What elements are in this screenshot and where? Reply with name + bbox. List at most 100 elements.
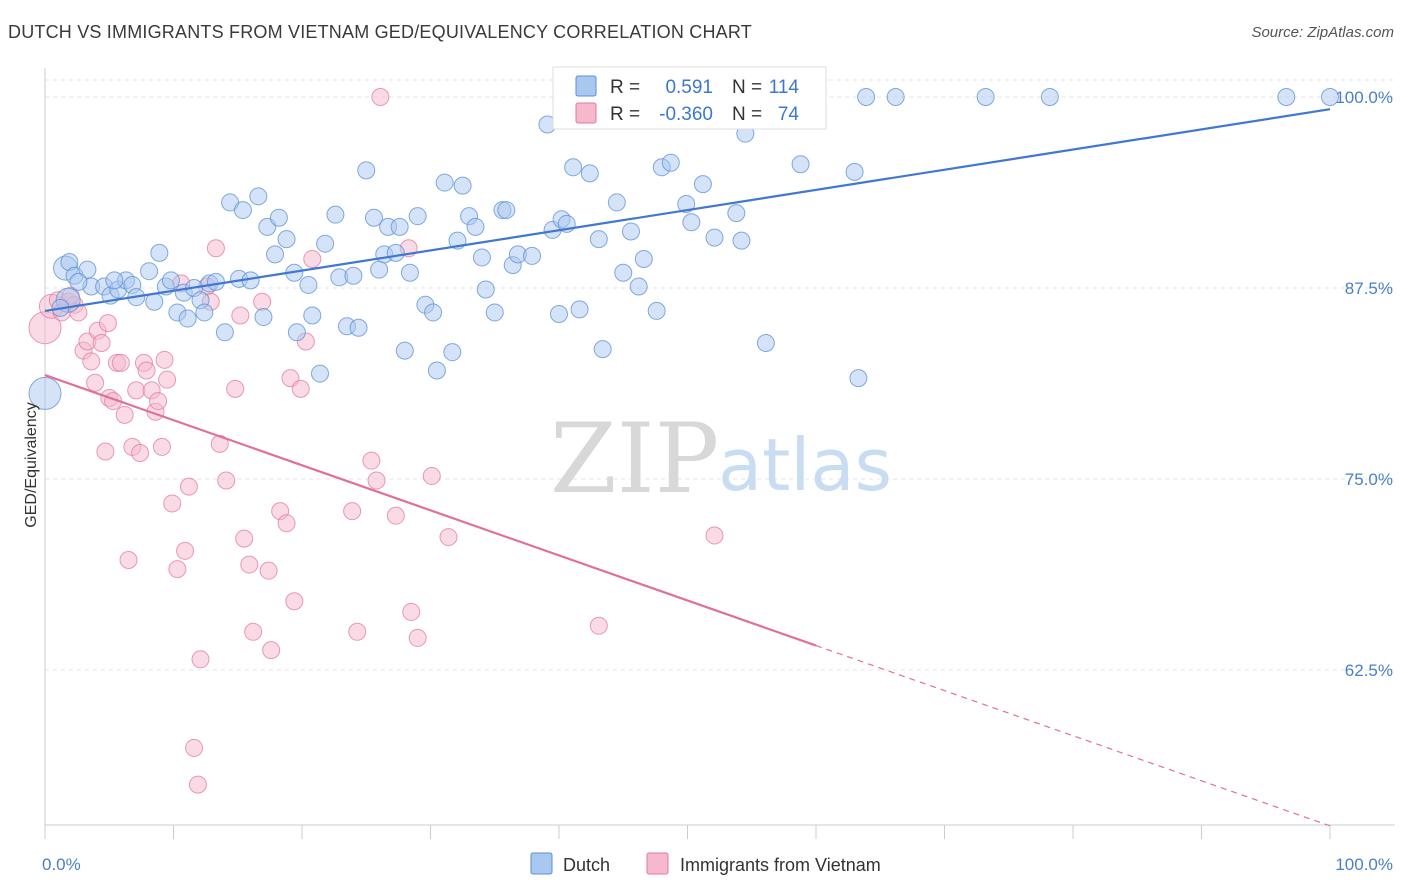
data-point-dutch	[443, 343, 462, 362]
data-point-dutch	[647, 301, 666, 320]
data-point-vietnam	[343, 502, 362, 521]
trend-line-extension-vietnam	[815, 644, 1331, 827]
legend-swatch-vietnam	[575, 102, 597, 124]
data-point-dutch	[78, 260, 97, 279]
grid-lines	[45, 79, 1395, 671]
data-point-dutch	[705, 228, 724, 247]
bottom-legend: Dutch Immigrants from Vietnam	[530, 852, 881, 875]
data-point-vietnam	[408, 628, 427, 647]
data-point-vietnam	[217, 471, 236, 490]
data-point-vietnam	[277, 514, 296, 533]
legend-r-label-vietnam: R =	[610, 104, 640, 125]
data-point-vietnam	[127, 381, 146, 400]
y-tick-label: 75.0%	[1345, 470, 1393, 489]
data-point-vietnam	[152, 437, 171, 456]
trend-line-vietnam	[44, 374, 817, 647]
data-point-vietnam	[98, 314, 117, 333]
data-point-dutch	[976, 88, 995, 106]
watermark-atlas: atlas	[718, 423, 892, 507]
data-point-dutch	[497, 201, 516, 220]
data-point-dutch	[303, 306, 322, 325]
x-tick-labels: 0.0% 100.0%	[42, 855, 1393, 874]
y-axis-title: GED/Equivalency	[23, 402, 40, 527]
data-point-dutch	[857, 88, 876, 106]
data-point-dutch	[326, 205, 345, 224]
data-point-vietnam	[291, 379, 310, 398]
data-point-vietnam	[115, 405, 134, 424]
data-point-dutch	[150, 243, 169, 262]
data-point-dutch	[249, 187, 268, 206]
data-point-vietnam	[226, 379, 245, 398]
data-point-dutch	[523, 246, 542, 265]
data-point-dutch	[254, 308, 273, 327]
data-point-vietnam	[185, 738, 204, 757]
data-point-dutch	[634, 249, 653, 268]
data-point-dutch	[727, 204, 746, 223]
data-point-dutch	[677, 194, 696, 213]
data-point-vietnam	[111, 353, 130, 372]
data-point-vietnam	[155, 350, 174, 369]
data-point-dutch	[682, 213, 701, 232]
data-point-dutch	[476, 280, 495, 299]
data-point-vietnam	[188, 775, 207, 794]
data-point-dutch	[435, 173, 454, 192]
watermark: ZIP atlas	[550, 403, 892, 515]
data-point-dutch	[390, 217, 409, 236]
data-point-dutch	[206, 272, 225, 291]
data-point-vietnam	[235, 529, 254, 548]
data-point-vietnam	[149, 392, 168, 411]
data-point-dutch	[269, 208, 288, 227]
data-point-dutch	[400, 263, 419, 282]
data-point-dutch	[580, 164, 599, 183]
trend-lines	[44, 108, 1331, 827]
data-point-dutch	[195, 303, 214, 322]
data-point-dutch	[266, 245, 285, 264]
data-point-dutch	[756, 334, 775, 353]
data-point-dutch	[466, 217, 485, 236]
data-point-dutch	[732, 231, 751, 250]
x-tick-label-min: 0.0%	[42, 855, 81, 874]
legend-r-label-dutch: R =	[610, 77, 640, 98]
data-point-vietnam	[240, 555, 259, 574]
data-point-vietnam	[179, 477, 198, 496]
legend-n-value-vietnam: 74	[778, 104, 800, 125]
data-point-dutch	[570, 300, 589, 319]
bottom-legend-label-dutch: Dutch	[563, 855, 610, 875]
data-point-vietnam	[402, 602, 421, 621]
trend-line-dutch	[44, 108, 1331, 313]
x-tick-label-max: 100.0%	[1335, 855, 1393, 874]
data-point-dutch	[215, 323, 234, 342]
data-point-dutch	[178, 309, 197, 328]
data-point-vietnam	[231, 306, 250, 325]
legend-box	[552, 66, 827, 130]
data-point-vietnam	[589, 616, 608, 635]
watermark-zip: ZIP	[550, 403, 719, 515]
data-point-dutch	[357, 161, 376, 180]
data-point-vietnam	[82, 352, 101, 371]
data-point-vietnam	[253, 292, 272, 311]
data-point-dutch	[564, 158, 583, 177]
data-point-dutch	[69, 272, 88, 291]
data-point-vietnam	[163, 494, 182, 513]
data-point-vietnam	[206, 239, 225, 258]
data-point-dutch	[1321, 88, 1339, 106]
data-point-vietnam	[705, 526, 724, 545]
data-point-dutch	[364, 208, 383, 227]
data-point-dutch	[395, 341, 414, 360]
data-point-vietnam	[348, 622, 367, 641]
data-point-dutch	[427, 361, 446, 380]
data-point-dutch	[614, 263, 633, 282]
legend-r-value-dutch: 0.591	[665, 77, 713, 98]
bottom-legend-swatch-vietnam	[646, 852, 669, 875]
data-point-vietnam	[119, 550, 138, 569]
y-tick-label: 62.5%	[1345, 661, 1393, 680]
legend-n-value-dutch: 114	[769, 77, 800, 98]
data-point-vietnam	[285, 592, 304, 611]
legend: R = 0.591 N = 114 R = -0.360 N = 74	[552, 66, 827, 130]
data-point-vietnam	[131, 444, 150, 463]
data-point-vietnam	[362, 451, 381, 470]
data-point-vietnam	[176, 541, 195, 560]
bottom-legend-label-vietnam: Immigrants from Vietnam	[680, 855, 881, 875]
data-point-dutch	[408, 207, 427, 226]
